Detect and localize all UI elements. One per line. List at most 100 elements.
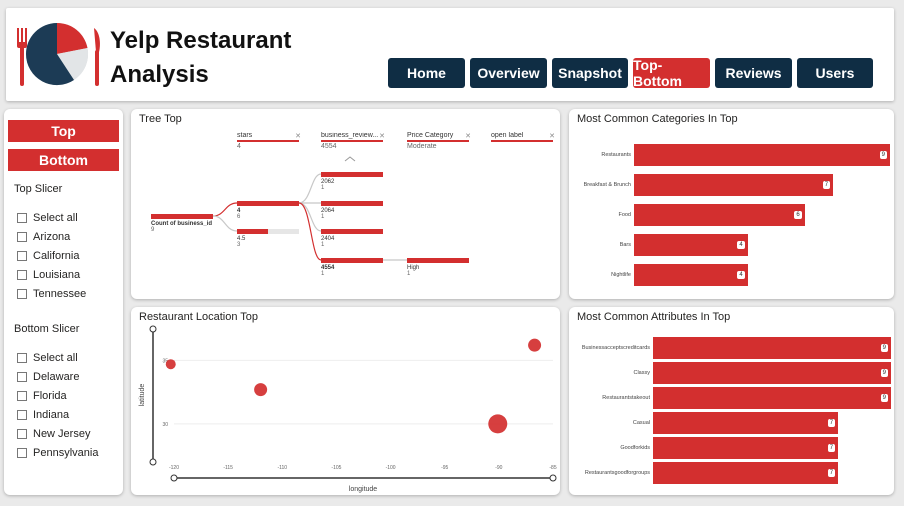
top-slicer-item-select-all[interactable]: Select all xyxy=(17,212,78,224)
x-tick-label: -100 xyxy=(386,465,396,471)
tree-node-count: 1 xyxy=(321,242,325,248)
x-tick-label: -95 xyxy=(441,465,448,471)
bar-value-label: 7 xyxy=(827,419,836,427)
tree-connectors xyxy=(212,156,407,261)
checkbox[interactable] xyxy=(17,353,27,363)
checkbox[interactable] xyxy=(17,410,27,420)
tree-bar xyxy=(237,201,299,206)
top-slicer-item-tennessee[interactable]: Tennessee xyxy=(17,288,86,300)
tree-node-label: Count of business_id xyxy=(151,221,213,227)
checkbox[interactable] xyxy=(17,251,27,261)
nav-users-button[interactable]: Users xyxy=(797,58,873,88)
bar[interactable]: 7 xyxy=(653,462,839,484)
bottom-slicer-item-pennsylvania[interactable]: Pennsylvania xyxy=(17,447,98,459)
bar[interactable]: 4 xyxy=(634,264,748,286)
top-slicer-item-louisiana[interactable]: Louisiana xyxy=(17,269,80,281)
header-banner: Yelp Restaurant Analysis Home Overview S… xyxy=(6,8,894,101)
checkbox[interactable] xyxy=(17,213,27,223)
bottom-slicer-item-select-all[interactable]: Select all xyxy=(17,352,78,364)
visual-title: Most Common Attributes In Top xyxy=(577,311,731,323)
y-slider-handle xyxy=(149,325,157,333)
bar-value-label: 7 xyxy=(822,181,831,189)
checkbox[interactable] xyxy=(17,270,27,280)
visual-title: Restaurant Location Top xyxy=(139,311,259,323)
nav-top-bottom-button[interactable]: Top-Bottom xyxy=(633,57,710,89)
x-slider-handle xyxy=(170,474,178,482)
bar-category-label: Breakfast & Brunch xyxy=(583,182,631,188)
tree-node-count: 1 xyxy=(321,214,325,220)
bar-category-label: Businessacceptscreditcards xyxy=(581,345,650,351)
bar[interactable]: 9 xyxy=(634,144,890,166)
bottom-slicer-item-florida[interactable]: Florida xyxy=(17,390,67,402)
bar-value-label: 4 xyxy=(737,241,745,249)
tree-node-count: 3 xyxy=(237,242,241,248)
close-icon[interactable]: ✕ xyxy=(465,133,471,140)
tree-bar xyxy=(407,258,469,263)
bottom-slicer-item-new-jersey[interactable]: New Jersey xyxy=(17,428,90,440)
app-title-line1: Yelp Restaurant xyxy=(110,27,292,54)
bar-category-label: Bars xyxy=(619,242,631,248)
nav-snapshot-button[interactable]: Snapshot xyxy=(552,58,628,88)
bar[interactable]: 4 xyxy=(634,234,748,256)
bar[interactable]: 7 xyxy=(653,437,839,459)
tree-bar xyxy=(151,214,213,219)
nav-reviews-button[interactable]: Reviews xyxy=(715,58,792,88)
level-name: open label xyxy=(491,132,553,142)
bar-value-label: 9 xyxy=(880,394,888,402)
checkbox[interactable] xyxy=(17,289,27,299)
tree-level-header-open-label[interactable]: open label ✕ xyxy=(491,132,555,143)
tree-node-label: 2062 xyxy=(321,179,335,185)
bar-category-label: Food xyxy=(618,212,631,218)
bar-value-label: 4 xyxy=(737,271,745,279)
slicer-item-label: Tennessee xyxy=(33,288,87,300)
checkbox[interactable] xyxy=(17,372,27,382)
checkbox[interactable] xyxy=(17,448,27,458)
checkbox[interactable] xyxy=(17,232,27,242)
level-value: Moderate xyxy=(407,143,437,150)
tree-level-header-price-category[interactable]: Price Category ✕ Moderate xyxy=(407,132,471,150)
bar[interactable]: 9 xyxy=(653,387,891,409)
level-value: 4554 xyxy=(321,143,337,150)
tree-node-label: 4 xyxy=(237,208,241,214)
slicer-item-label: New Jersey xyxy=(33,428,91,440)
tree-bar xyxy=(321,201,383,206)
top-slicer-item-arizona[interactable]: Arizona xyxy=(17,231,70,243)
bar[interactable]: 9 xyxy=(653,337,891,359)
scatter-point xyxy=(165,359,176,370)
tree-level-header-business-review[interactable]: business_review... ✕ 4554 xyxy=(321,132,385,150)
nav-overview-button[interactable]: Overview xyxy=(470,58,547,88)
slicer-item-label: Florida xyxy=(33,390,67,402)
y-slider-handle xyxy=(149,458,157,466)
close-icon[interactable]: ✕ xyxy=(295,133,301,140)
top-slicer-item-california[interactable]: California xyxy=(17,250,79,262)
checkbox[interactable] xyxy=(17,429,27,439)
bar[interactable]: 7 xyxy=(634,174,834,196)
app-title: Yelp Restaurant Analysis xyxy=(110,24,291,92)
bottom-slicer-item-delaware[interactable]: Delaware xyxy=(17,371,79,383)
slicer-item-label: Pennsylvania xyxy=(33,447,99,459)
common-categories-visual: Most Common Categories In Top Restaurant… xyxy=(569,109,894,299)
bottom-slicer-item-indiana[interactable]: Indiana xyxy=(17,409,69,421)
tree-node-count: 9 xyxy=(151,227,155,233)
x-axis-title: longitude xyxy=(349,486,378,493)
top-toggle-button[interactable]: Top xyxy=(8,120,119,142)
bottom-toggle-button[interactable]: Bottom xyxy=(8,149,119,171)
slicer-item-label: Select all xyxy=(33,212,78,224)
checkbox[interactable] xyxy=(17,391,27,401)
tree-bar xyxy=(237,229,268,234)
nav-home-button[interactable]: Home xyxy=(388,58,465,88)
visual-title: Tree Top xyxy=(139,113,182,125)
bar[interactable]: 9 xyxy=(653,362,891,384)
close-icon[interactable]: ✕ xyxy=(379,133,385,140)
close-icon[interactable]: ✕ xyxy=(549,133,555,140)
chevron-up-icon xyxy=(344,156,356,162)
bar[interactable]: 7 xyxy=(653,412,839,434)
bar[interactable]: 6 xyxy=(634,204,805,226)
scatter-point xyxy=(254,383,268,397)
slicer-item-label: Louisiana xyxy=(33,269,81,281)
tree-node-label: 4.5 xyxy=(237,236,246,242)
level-value: 4 xyxy=(237,143,241,150)
tree-level-header-stars[interactable]: stars ✕ 4 xyxy=(237,132,301,150)
tree-bar xyxy=(321,229,383,234)
x-tick-label: -115 xyxy=(223,465,233,471)
